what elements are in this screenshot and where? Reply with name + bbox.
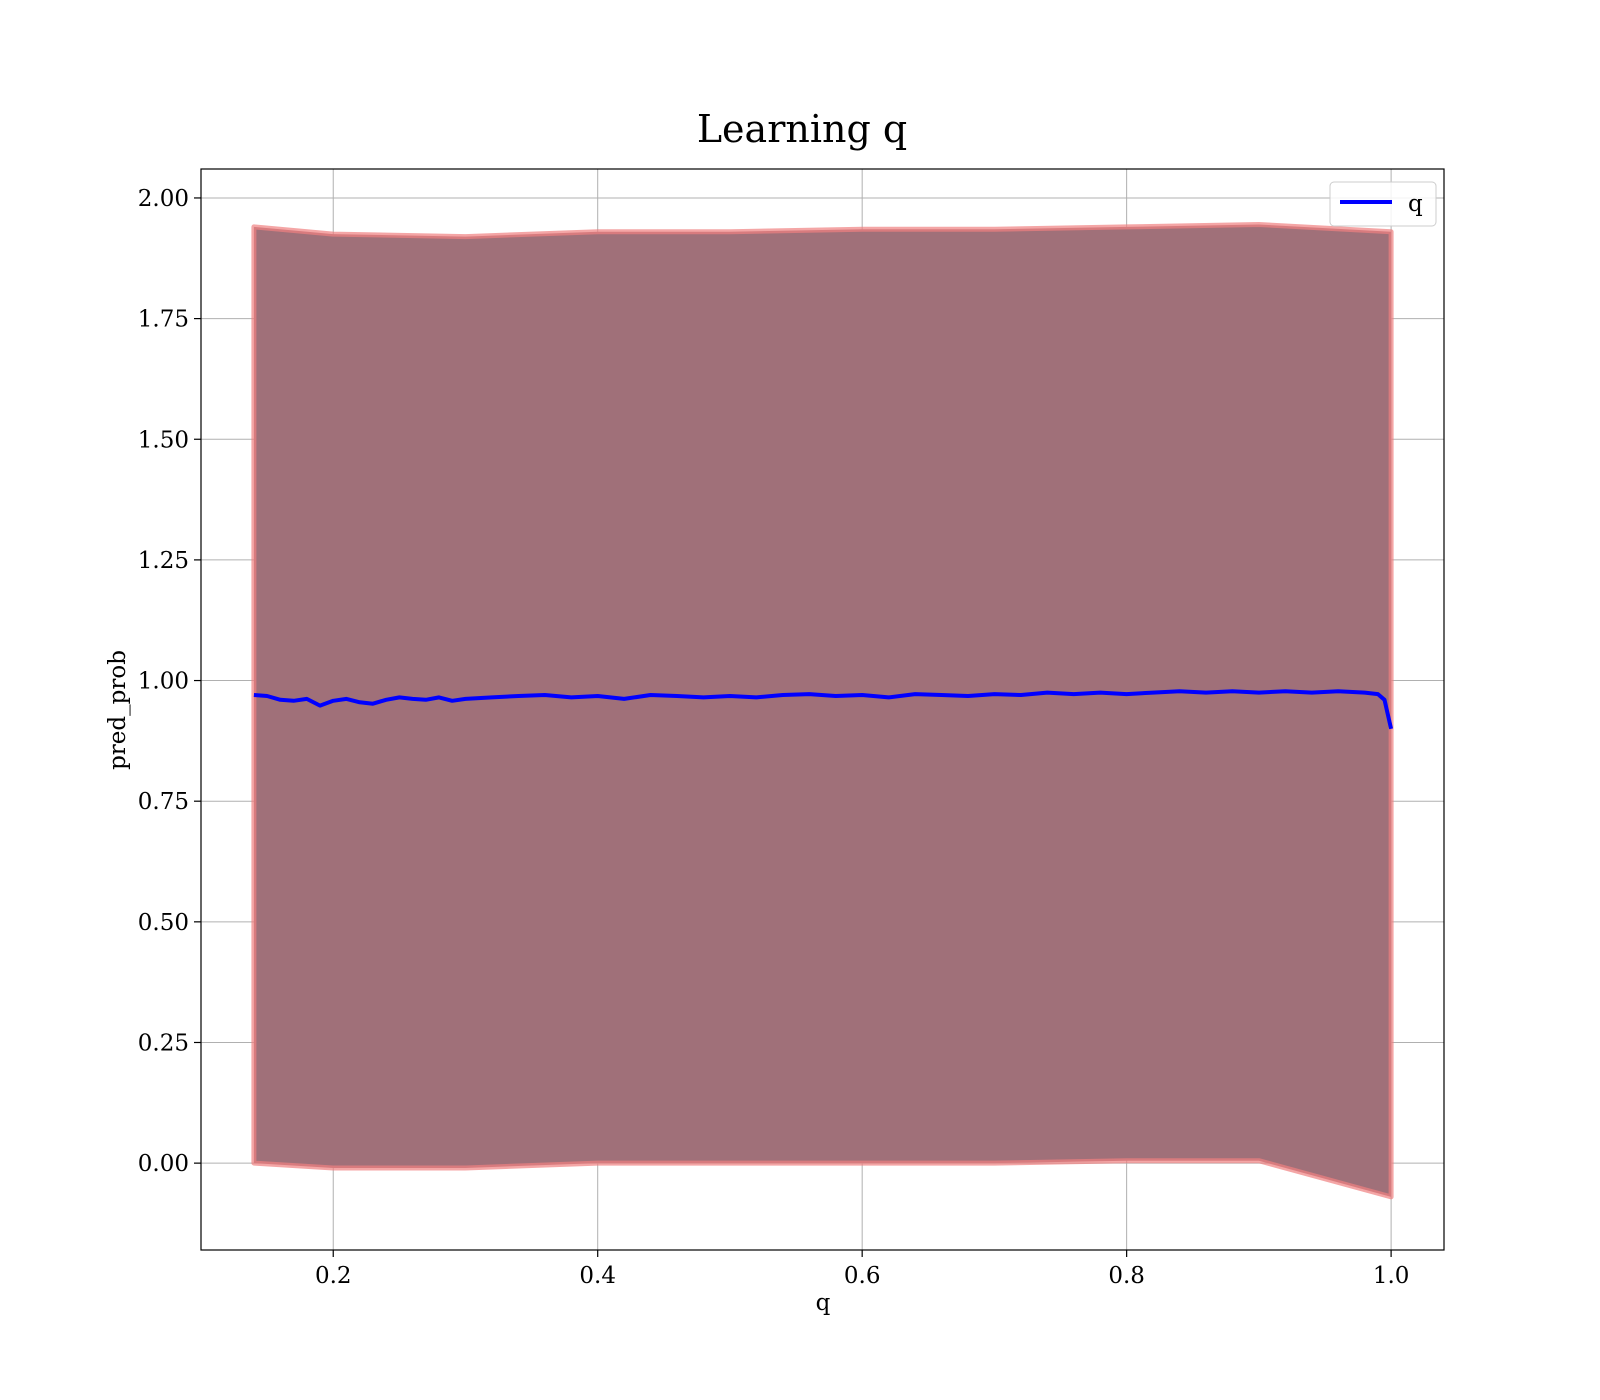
- legend-label-q: q: [1408, 191, 1423, 217]
- uncertainty-band: [251, 222, 1394, 1200]
- y-tick-label: 1.25: [138, 548, 189, 574]
- legend: q: [1329, 181, 1437, 227]
- series-line-q: [253, 689, 1394, 730]
- y-tick-label: 1.75: [138, 307, 189, 333]
- x-tick-label: 0.4: [579, 1263, 616, 1289]
- y-tick-label: 0.75: [138, 789, 189, 815]
- x-tick-label: 1.0: [1373, 1263, 1410, 1289]
- chart-title: Learning q: [697, 107, 907, 151]
- y-tick-label: 2.00: [138, 186, 189, 212]
- y-axis: 0.00 0.25 0.50 0.75 1.00 1.25 1.50 1.75 2.00: [138, 186, 201, 1177]
- y-tick-label: 1.00: [138, 669, 189, 695]
- x-tick-label: 0.2: [315, 1263, 352, 1289]
- x-tick-label: 0.6: [844, 1263, 881, 1289]
- y-tick-label: 0.00: [138, 1151, 189, 1177]
- y-tick-label: 1.50: [138, 427, 189, 453]
- y-tick-label: 0.25: [138, 1030, 189, 1056]
- x-axis: 0.2 0.4 0.6 0.8 1.0: [315, 1250, 1409, 1289]
- y-tick-label: 0.50: [138, 910, 189, 936]
- band-area: [251, 222, 1394, 1200]
- series-lines: [253, 689, 1394, 730]
- plot-frame: [200, 168, 1445, 1251]
- x-axis-label: q: [816, 1290, 831, 1316]
- x-tick-label: 0.8: [1108, 1263, 1145, 1289]
- y-axis-label: pred_prob: [105, 650, 131, 770]
